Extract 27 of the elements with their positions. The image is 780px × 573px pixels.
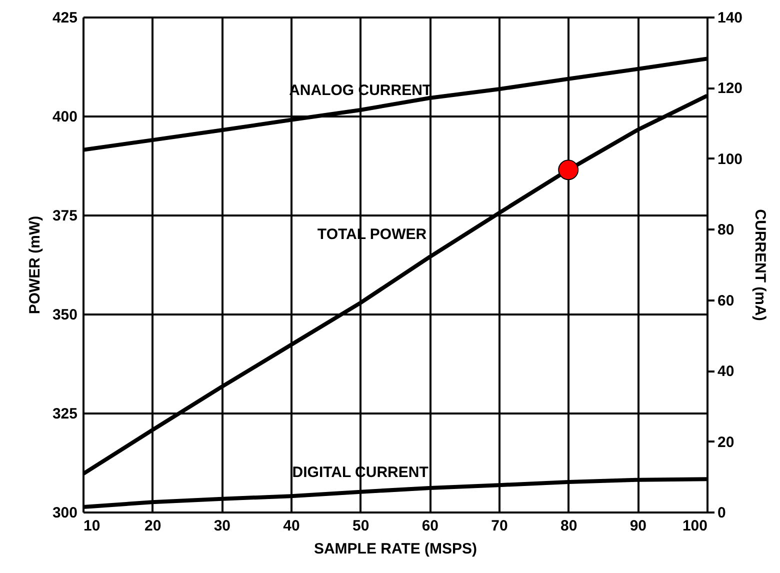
y-tick-label: 425 bbox=[52, 10, 78, 26]
y2-tick-label: 20 bbox=[718, 434, 734, 451]
x-tick-label: 80 bbox=[560, 518, 578, 534]
x-tick-label: 90 bbox=[630, 518, 647, 534]
x-tick-label: 60 bbox=[422, 518, 439, 534]
x-tick-label: 70 bbox=[491, 518, 508, 534]
y-tick-label: 375 bbox=[52, 208, 78, 224]
y-axis-title: POWER (mW) bbox=[26, 216, 44, 314]
y2-tick-label: 40 bbox=[718, 363, 734, 380]
y2-axis-title: CURRENT (mA) bbox=[752, 209, 769, 321]
y-tick-label: 400 bbox=[52, 108, 78, 126]
x-tick-label: 30 bbox=[214, 518, 231, 534]
x-tick-label: 10 bbox=[84, 518, 100, 534]
y2-tick-label: 0 bbox=[718, 504, 726, 522]
y-tick-label: 300 bbox=[52, 504, 78, 522]
y-tick-label: 325 bbox=[52, 406, 78, 422]
x-axis-title: SAMPLE RATE (MSPS) bbox=[314, 540, 478, 558]
x-tick-label: 40 bbox=[283, 518, 300, 534]
y2-tick-label: 60 bbox=[718, 292, 734, 310]
y2-tick-label: 100 bbox=[718, 150, 743, 168]
x-tick-label: 50 bbox=[352, 518, 370, 534]
x-tick-label: 100 bbox=[682, 518, 708, 534]
x-tick-label: 20 bbox=[144, 518, 162, 534]
y2-tick-label: 120 bbox=[718, 80, 743, 98]
y2-tick-label: 80 bbox=[718, 222, 734, 239]
y-tick-label: 350 bbox=[52, 306, 78, 324]
y2-tick-label: 140 bbox=[718, 10, 743, 26]
